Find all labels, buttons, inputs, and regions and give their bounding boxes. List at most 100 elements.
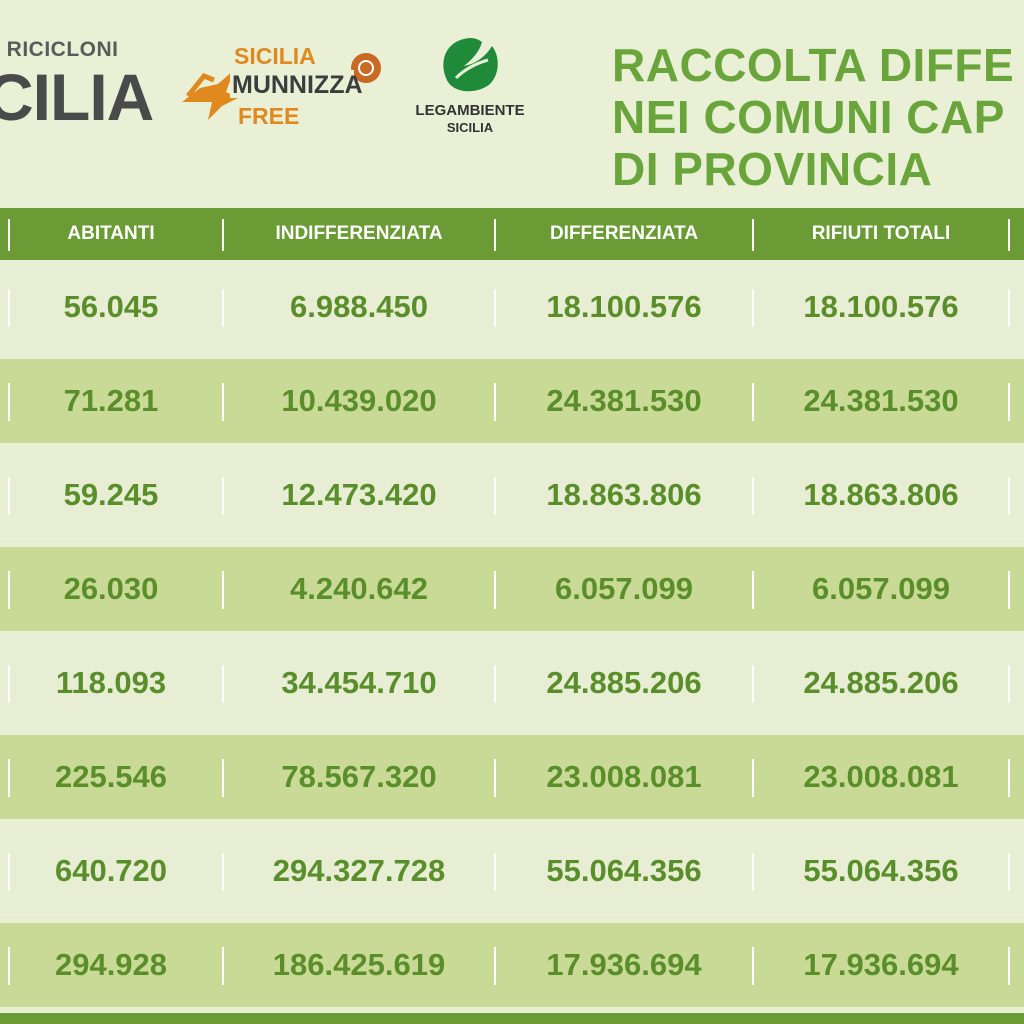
cell-indifferenziata: 10.439.020 xyxy=(281,383,437,418)
cell-abitanti: 294.928 xyxy=(54,947,168,982)
row-divider xyxy=(752,383,754,421)
cell-differenziata: 55.064.356 xyxy=(546,853,702,888)
figure-stroke-icon xyxy=(186,72,215,98)
row-divider xyxy=(222,665,224,703)
cell-indifferenziata: 12.473.420 xyxy=(281,477,437,512)
row-divider xyxy=(1008,289,1010,327)
row-divider xyxy=(752,571,754,609)
badge-ring-icon xyxy=(358,60,374,76)
row-divider xyxy=(752,289,754,327)
cell-differenziata: 24.885.206 xyxy=(546,665,702,700)
row-divider xyxy=(8,571,10,609)
row-divider xyxy=(1008,383,1010,421)
comuni-ricicloni-logo-small: I RICICLONI xyxy=(0,38,119,61)
cell-indifferenziata: 294.327.728 xyxy=(272,853,446,888)
header-divider xyxy=(8,219,10,251)
row-divider xyxy=(494,853,496,891)
table-row: 225.546 78.567.320 23.008.081 23.008.081 xyxy=(0,735,1024,819)
row-divider xyxy=(1008,947,1010,985)
legambiente-leaf-icon xyxy=(443,38,498,92)
row-divider xyxy=(222,477,224,515)
cell-indifferenziata: 34.454.710 xyxy=(281,665,437,700)
cell-differenziata: 23.008.081 xyxy=(546,759,702,794)
row-divider xyxy=(8,759,10,797)
table-row: 71.281 10.439.020 24.381.530 24.381.530 xyxy=(0,359,1024,443)
row-divider xyxy=(1008,853,1010,891)
header-divider xyxy=(222,219,224,251)
cell-rifiuti-totali: 18.863.806 xyxy=(803,477,959,512)
row-divider xyxy=(494,947,496,985)
cell-rifiuti-totali: 17.936.694 xyxy=(803,947,959,982)
comuni-ricicloni-logo-big: CILIA xyxy=(0,60,154,134)
header-divider xyxy=(752,219,754,251)
table-row: 26.030 4.240.642 6.057.099 6.057.099 xyxy=(0,547,1024,631)
comuni-ricicloni-logo: I RICICLONI CILIA xyxy=(0,30,154,140)
munnizza-logo-line1: SICILIA xyxy=(234,43,316,69)
cell-abitanti: 225.546 xyxy=(54,759,168,794)
cell-abitanti: 26.030 xyxy=(63,571,159,606)
row-divider xyxy=(8,289,10,327)
row-divider xyxy=(8,665,10,703)
page-title-line-3: DI PROVINCIA xyxy=(612,143,933,195)
row-divider xyxy=(222,383,224,421)
row-divider xyxy=(8,947,10,985)
footer-band xyxy=(0,1013,1024,1024)
row-divider xyxy=(8,383,10,421)
row-divider xyxy=(494,571,496,609)
row-divider xyxy=(1008,665,1010,703)
table-row: 59.245 12.473.420 18.863.806 18.863.806 xyxy=(0,453,1024,537)
row-divider xyxy=(494,477,496,515)
row-divider xyxy=(222,947,224,985)
munnizza-logo-graphic: SICILIA MUNNIZZA FREE xyxy=(182,43,381,129)
cell-rifiuti-totali: 24.885.206 xyxy=(803,665,959,700)
munnizza-logo-line2: MUNNIZZA xyxy=(232,71,363,99)
page-title-line-2: NEI COMUNI CAP xyxy=(612,91,1005,143)
table-row: 56.045 6.988.450 18.100.576 18.100.576 xyxy=(0,265,1024,349)
row-divider xyxy=(752,759,754,797)
sicily-shape-icon xyxy=(182,70,238,120)
cell-indifferenziata: 78.567.320 xyxy=(281,759,437,794)
cell-rifiuti-totali: 6.057.099 xyxy=(812,571,950,606)
legambiente-logo-line2: SICILIA xyxy=(446,120,494,135)
header-divider xyxy=(494,219,496,251)
cell-differenziata: 24.381.530 xyxy=(546,383,702,418)
row-divider xyxy=(222,759,224,797)
row-divider xyxy=(494,665,496,703)
row-divider xyxy=(8,853,10,891)
column-header-abitanti: ABITANTI xyxy=(67,223,155,244)
cell-indifferenziata: 4.240.642 xyxy=(290,571,428,606)
cell-rifiuti-totali: 23.008.081 xyxy=(803,759,959,794)
cell-rifiuti-totali: 55.064.356 xyxy=(803,853,959,888)
table-header: ABITANTI INDIFFERENZIATA DIFFERENZIATA R… xyxy=(0,208,1024,260)
cell-abitanti: 59.245 xyxy=(63,477,159,512)
row-divider xyxy=(494,383,496,421)
row-divider xyxy=(8,477,10,515)
cell-indifferenziata: 6.988.450 xyxy=(290,289,428,324)
cell-differenziata: 18.100.576 xyxy=(546,289,702,324)
row-divider xyxy=(494,289,496,327)
row-divider xyxy=(222,289,224,327)
column-header-rifiuti-totali: RIFIUTI TOTALI xyxy=(811,223,951,244)
row-divider xyxy=(222,853,224,891)
table-row: 294.928 186.425.619 17.936.694 17.936.694 xyxy=(0,923,1024,1007)
table-row: 118.093 34.454.710 24.885.206 24.885.206 xyxy=(0,641,1024,725)
munnizza-logo-line3: FREE xyxy=(238,103,299,129)
page-title-line-1: RACCOLTA DIFFE xyxy=(612,39,1015,91)
page-header: I RICICLONI CILIA SICILIA MUNNIZZA FREE … xyxy=(0,0,1024,205)
row-divider xyxy=(1008,571,1010,609)
cell-abitanti: 71.281 xyxy=(63,383,159,418)
waste-data-table: ABITANTI INDIFFERENZIATA DIFFERENZIATA R… xyxy=(0,208,1024,1024)
row-divider xyxy=(494,759,496,797)
cell-rifiuti-totali: 24.381.530 xyxy=(803,383,959,418)
cell-indifferenziata: 186.425.619 xyxy=(272,947,446,982)
column-header-differenziata: DIFFERENZIATA xyxy=(549,223,699,244)
row-divider xyxy=(752,477,754,515)
cell-abitanti: 56.045 xyxy=(63,289,159,324)
row-divider xyxy=(222,571,224,609)
cell-abitanti: 118.093 xyxy=(55,665,167,700)
row-divider xyxy=(752,947,754,985)
header-divider xyxy=(1008,219,1010,251)
badge-circle-icon xyxy=(351,53,381,83)
row-divider xyxy=(752,853,754,891)
munnizza-logo-band xyxy=(230,70,354,98)
